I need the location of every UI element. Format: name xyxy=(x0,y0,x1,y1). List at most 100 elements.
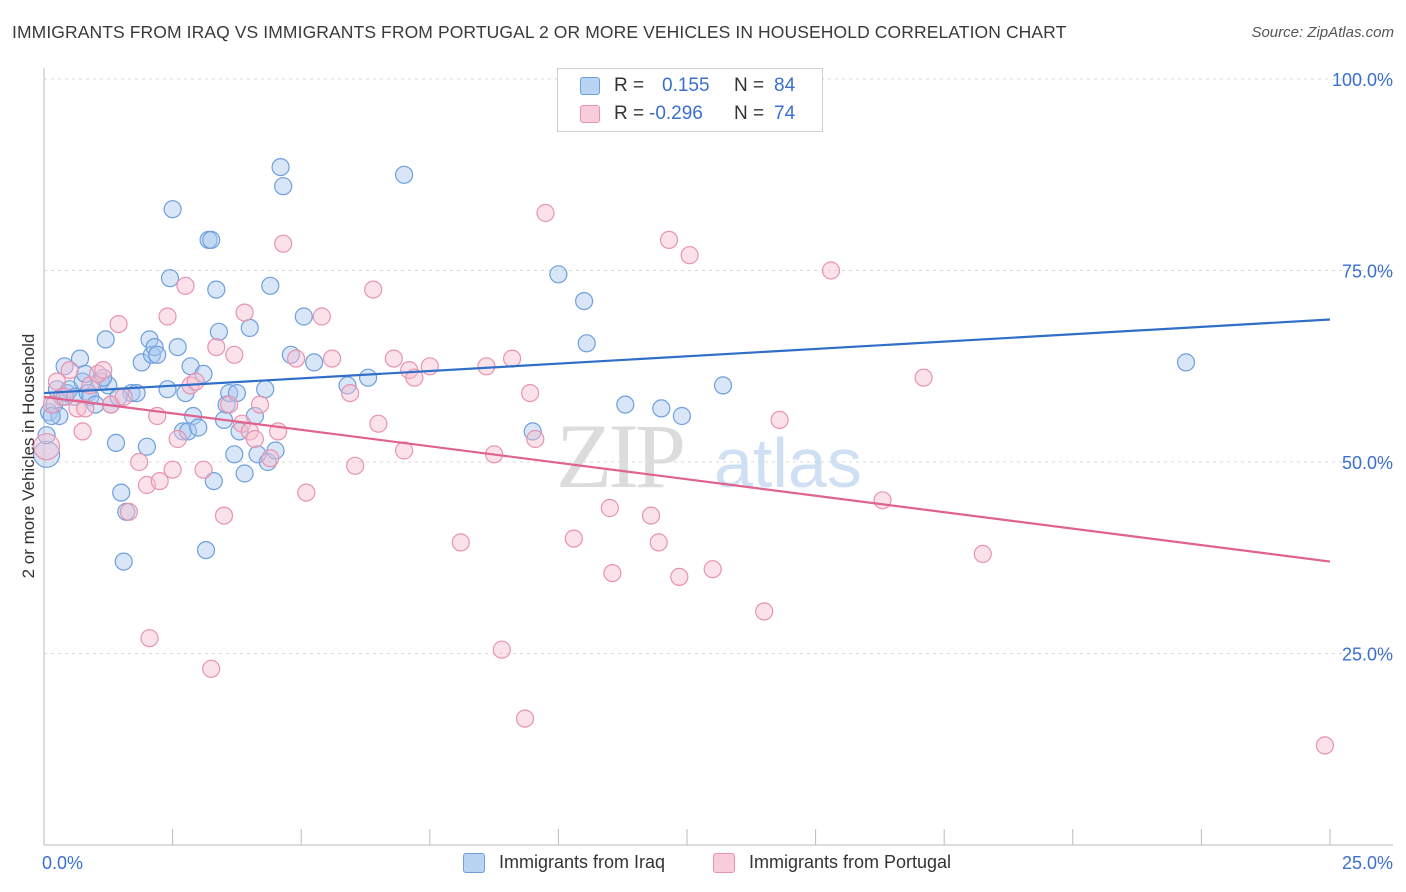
portugal-trendline xyxy=(43,395,1331,563)
portugal-point xyxy=(364,280,383,299)
iraq-point xyxy=(1176,353,1196,372)
iraq-point xyxy=(672,406,692,426)
chart-title: IMMIGRANTS FROM IRAQ VS IMMIGRANTS FROM … xyxy=(12,22,1067,42)
portugal-point xyxy=(341,384,360,403)
portugal-point xyxy=(873,491,892,510)
iraq-point xyxy=(652,399,671,418)
iraq-point xyxy=(207,280,226,299)
y-tick-label-2: 75.0% xyxy=(1342,262,1393,282)
portugal-point xyxy=(914,368,933,387)
portugal-point xyxy=(670,567,689,587)
legend-n-label: N = xyxy=(734,75,765,96)
portugal-point xyxy=(492,640,511,659)
iraq-point xyxy=(196,540,216,560)
portugal-point xyxy=(73,422,92,441)
correlation-legend: R = 0.155 N = 84 R = -0.296 N = 74 xyxy=(557,68,823,132)
iraq-point xyxy=(274,177,293,196)
legend-swatch-iraq xyxy=(580,77,600,95)
watermark: ZIP atlas xyxy=(556,405,862,507)
legend-r-value-iraq: 0.155 xyxy=(662,75,710,96)
portugal-point xyxy=(297,483,316,502)
legend-r-value-portugal: -0.296 xyxy=(649,103,703,124)
iraq-point xyxy=(549,265,568,284)
portugal-point xyxy=(163,460,182,479)
portugal-point xyxy=(384,349,403,368)
axes xyxy=(43,68,1393,846)
watermark-zip: ZIP xyxy=(556,405,683,507)
portugal-point xyxy=(235,303,254,322)
iraq-point xyxy=(235,464,254,483)
iraq-point xyxy=(106,433,126,452)
y-tick-label-3: 100.0% xyxy=(1332,70,1393,90)
iraq-point xyxy=(37,426,56,445)
portugal-point xyxy=(312,307,331,326)
iraq-points xyxy=(32,158,1196,571)
portugal-point xyxy=(261,449,280,468)
iraq-point xyxy=(189,418,208,437)
portugal-point xyxy=(600,498,619,518)
iraq-point xyxy=(395,165,414,184)
portugal-point xyxy=(502,349,522,368)
portugal-point xyxy=(520,384,540,403)
chart-source: Source: ZipAtlas.com xyxy=(1251,24,1394,41)
portugal-point xyxy=(703,560,722,579)
portugal-point xyxy=(76,399,95,418)
x-tick-label-1: 25.0% xyxy=(1342,853,1393,873)
portugal-point xyxy=(680,246,699,265)
iraq-point xyxy=(137,437,156,456)
portugal-point xyxy=(755,602,774,621)
series-label-iraq: Immigrants from Iraq xyxy=(499,852,666,872)
iraq-point xyxy=(240,318,259,337)
tick-labels: 25.0% 50.0% 75.0% 100.0% 0.0% 25.0% xyxy=(42,70,1393,873)
portugal-point xyxy=(405,368,424,387)
trendlines xyxy=(43,318,1331,563)
portugal-point xyxy=(323,349,342,368)
iraq-point xyxy=(616,395,635,414)
iraq-point xyxy=(112,483,131,502)
series-swatch-iraq xyxy=(463,853,485,873)
legend-n-label: N = xyxy=(734,103,765,124)
portugal-point xyxy=(186,372,205,391)
iraq-point xyxy=(294,307,313,326)
portugal-point xyxy=(194,460,213,479)
portugal-point xyxy=(47,372,67,391)
portugal-point xyxy=(119,502,138,521)
portugal-point xyxy=(32,433,61,461)
portugal-point xyxy=(60,361,79,380)
portugal-point xyxy=(158,307,177,326)
portugal-point xyxy=(536,203,555,223)
portugal-point xyxy=(150,472,169,491)
portugal-point xyxy=(168,429,187,449)
portugal-point xyxy=(214,506,234,525)
iraq-point xyxy=(132,353,151,372)
iraq-point xyxy=(209,322,228,341)
portugal-point xyxy=(202,659,221,678)
portugal-point xyxy=(515,709,535,728)
iraq-point xyxy=(148,345,167,364)
y-tick-label-0: 25.0% xyxy=(1342,645,1393,665)
portugal-point xyxy=(477,357,496,376)
portugal-point xyxy=(220,395,239,414)
iraq-point xyxy=(574,292,594,311)
portugal-point xyxy=(1315,736,1335,755)
iraq-point xyxy=(168,338,187,357)
portugal-point xyxy=(207,338,226,357)
portugal-point xyxy=(451,533,470,552)
iraq-point xyxy=(271,158,290,177)
iraq-trendline xyxy=(43,318,1331,395)
iraq-point xyxy=(114,552,133,571)
iraq-point xyxy=(204,472,223,491)
portugal-point xyxy=(68,399,87,418)
portugal-point xyxy=(245,429,264,449)
portugal-point xyxy=(770,410,789,429)
portugal-point xyxy=(526,429,545,449)
iraq-point xyxy=(261,276,280,295)
legend-n-value-iraq: 84 xyxy=(774,75,796,96)
portugal-point xyxy=(140,629,159,648)
iraq-point xyxy=(96,330,115,349)
iraq-point xyxy=(256,380,275,399)
portugal-point xyxy=(603,563,622,583)
x-tick-label-0: 0.0% xyxy=(42,853,83,873)
iraq-point xyxy=(163,200,182,219)
